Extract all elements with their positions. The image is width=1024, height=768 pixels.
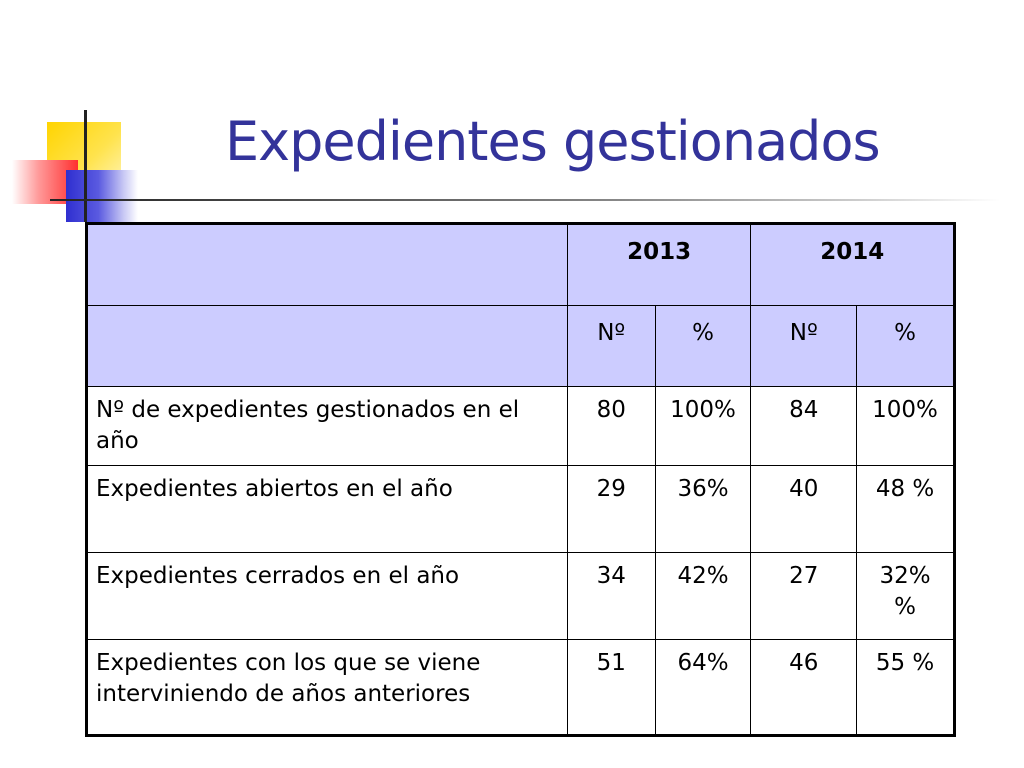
- header-empty-cell: [86, 223, 568, 306]
- cell-percent-2014: 100%: [856, 385, 955, 467]
- row-label: Expedientes con los que se viene intervi…: [86, 639, 568, 737]
- cell-percent-2013: 100%: [654, 385, 752, 467]
- subheader-count-2014: Nº: [750, 305, 858, 387]
- table-row: Expedientes abiertos en el año 29 36% 40…: [86, 465, 955, 554]
- row-label: Nº de expedientes gestionados en el año: [86, 385, 568, 467]
- row-label: Expedientes abiertos en el año: [86, 465, 568, 554]
- subheader-percent-2014: %: [856, 305, 955, 387]
- cell-count-2014: 40: [750, 465, 858, 554]
- year-header-2014: 2014: [750, 223, 955, 306]
- cell-count-2014: 27: [750, 552, 858, 641]
- cell-percent-2014: 32% %: [856, 552, 955, 641]
- cell-percent-2014: 48 %: [856, 465, 955, 554]
- row-label: Expedientes cerrados en el año: [86, 552, 568, 641]
- cell-count-2013: 34: [566, 552, 656, 641]
- cell-percent-2013: 42%: [654, 552, 752, 641]
- horizontal-rule: [50, 199, 1000, 201]
- cell-count-2014: 84: [750, 385, 858, 467]
- subheader-count-2013: Nº: [566, 305, 656, 387]
- table-row: Expedientes con los que se viene intervi…: [86, 639, 955, 737]
- vertical-rule: [84, 110, 87, 222]
- data-table: 2013 2014 Nº % Nº % Nº de expedientes ge…: [85, 222, 956, 738]
- year-header-2013: 2013: [566, 223, 752, 306]
- table-row: Nº de expedientes gestionados en el año …: [86, 385, 955, 467]
- cell-count-2013: 29: [566, 465, 656, 554]
- cell-percent-2014: 55 %: [856, 639, 955, 737]
- slide-title: Expedientes gestionados: [225, 110, 881, 173]
- cell-count-2013: 51: [566, 639, 656, 737]
- subheader-percent-2013: %: [654, 305, 752, 387]
- table-header-row: 2013 2014: [86, 223, 955, 306]
- table-subheader-row: Nº % Nº %: [86, 305, 955, 387]
- cell-percent-2013: 64%: [654, 639, 752, 737]
- subheader-empty-cell: [86, 305, 568, 387]
- blue-square-decoration: [66, 170, 138, 222]
- cell-count-2013: 80: [566, 385, 656, 467]
- cell-count-2014: 46: [750, 639, 858, 737]
- table-row: Expedientes cerrados en el año 34 42% 27…: [86, 552, 955, 641]
- cell-percent-2013: 36%: [654, 465, 752, 554]
